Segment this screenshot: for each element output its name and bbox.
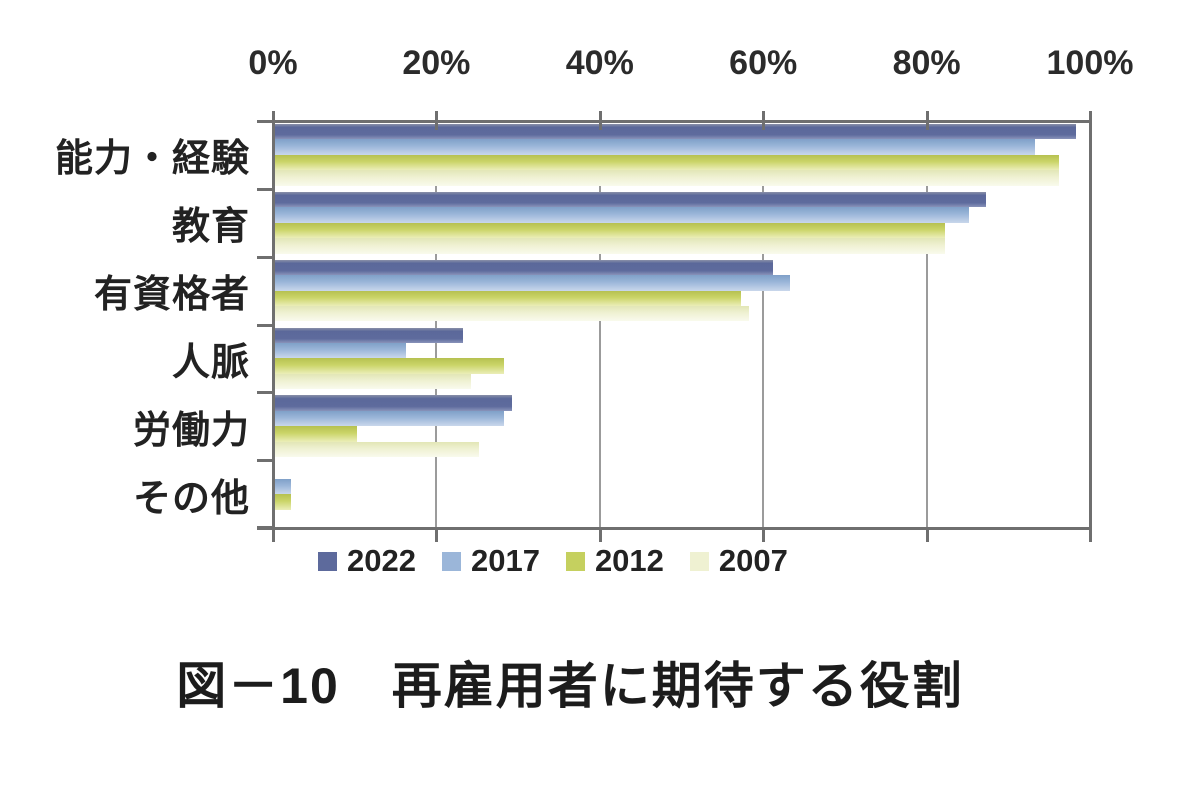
- gridline: [925, 121, 928, 528]
- x-axis-tick-label: 0%: [248, 44, 298, 82]
- x-axis-bottom-line: [257, 527, 1090, 530]
- x-axis-tick-label: 60%: [729, 44, 798, 82]
- bar-2017-row3: [275, 342, 406, 359]
- bar-2022-row3: [275, 327, 463, 343]
- legend-label: 2012: [594, 543, 664, 578]
- legend-label: 2017: [470, 543, 540, 578]
- legend-swatch-icon: [565, 551, 585, 571]
- legend-swatch-icon: [441, 551, 461, 571]
- legend-label: 2007: [718, 543, 788, 578]
- x-axis-tick-bottom: [435, 528, 439, 542]
- bar-2017-row1: [275, 207, 970, 223]
- x-axis-tick-bottom: [925, 528, 929, 542]
- figure-caption: 図－10 再雇用者に期待する役割: [176, 658, 964, 714]
- x-axis-tick-bottom: [1089, 528, 1092, 542]
- x-axis-tick-label: 80%: [892, 44, 961, 82]
- bar-2007-row1: [275, 238, 945, 254]
- category-label: 労働力: [132, 409, 250, 452]
- bar-2022-row2: [275, 259, 774, 276]
- bar-2022-row1: [275, 191, 986, 208]
- bar-2007-row3: [275, 373, 472, 390]
- gridline: [598, 121, 601, 528]
- bar-2007-row2: [275, 306, 749, 322]
- y-axis-tick: [257, 459, 273, 463]
- y-axis-tick: [257, 120, 273, 123]
- bar-2007-row0: [275, 170, 1060, 186]
- legend: 2022 2017 2012 2007: [318, 543, 788, 579]
- bar-2012-row2: [275, 290, 741, 306]
- bar-2012-row3: [275, 358, 504, 374]
- legend-swatch-icon: [318, 551, 337, 571]
- gridline: [1089, 121, 1092, 528]
- bar-2007-row4: [275, 441, 480, 458]
- bar-2017-row5: [275, 478, 292, 495]
- bar-2022-row4: [275, 395, 512, 411]
- legend-item-2022: 2022: [318, 543, 416, 579]
- category-label: 有資格者: [93, 274, 250, 317]
- x-axis-tick-bottom: [762, 528, 766, 542]
- bar-2012-row5: [275, 494, 292, 510]
- x-axis-tick-bottom: [272, 528, 275, 542]
- x-axis-tick-label: 20%: [402, 44, 471, 82]
- category-label: 能力・経験: [54, 138, 250, 181]
- bar-2012-row0: [275, 154, 1060, 171]
- y-axis-tick: [257, 187, 273, 191]
- x-axis-tick-bottom: [598, 528, 602, 542]
- bar-2017-row2: [275, 275, 790, 291]
- x-axis-tick-label: 100%: [1046, 44, 1134, 82]
- x-axis-tick-label: 40%: [565, 44, 634, 82]
- gridline: [762, 121, 765, 528]
- category-label: 教育: [171, 206, 250, 249]
- category-label: その他: [132, 477, 250, 520]
- bar-2012-row4: [275, 426, 357, 442]
- legend-item-2017: 2017: [441, 543, 540, 579]
- bar-2022-row0: [275, 124, 1076, 140]
- y-axis-tick: [257, 323, 273, 327]
- category-label: 人脈: [171, 341, 250, 384]
- legend-swatch-icon: [689, 551, 709, 571]
- bar-2017-row0: [275, 139, 1035, 155]
- legend-item-2007: 2007: [689, 543, 788, 579]
- x-axis-top-line: [273, 120, 1090, 123]
- y-axis-line: [272, 121, 275, 528]
- bar-2012-row1: [275, 222, 945, 239]
- bar-2017-row4: [275, 410, 504, 427]
- gridline: [435, 121, 438, 528]
- legend-label: 2022: [347, 543, 416, 578]
- legend-item-2012: 2012: [565, 543, 664, 579]
- y-axis-tick: [257, 255, 273, 259]
- y-axis-tick: [257, 391, 273, 395]
- x-axis-tick-top: [1089, 111, 1092, 130]
